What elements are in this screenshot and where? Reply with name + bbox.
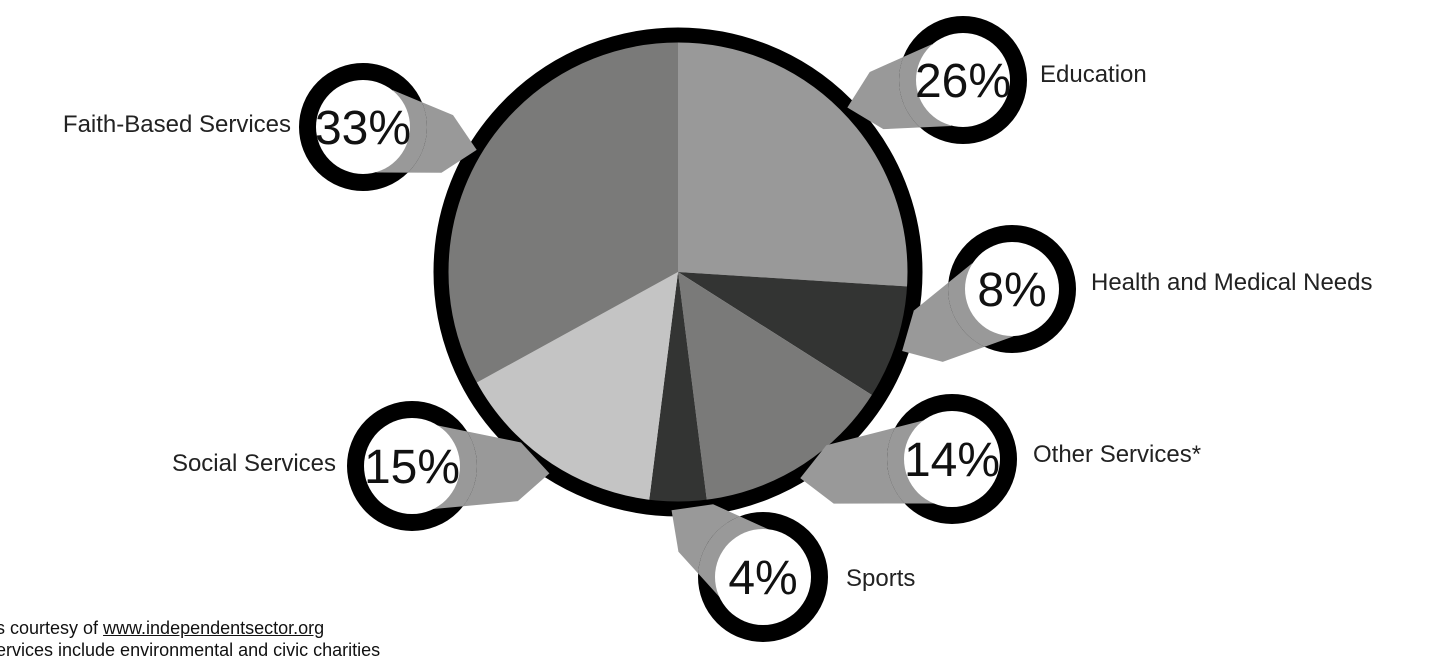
callout-pointer-overlay-other-services bbox=[887, 420, 936, 504]
category-label-faith-based-services: Faith-Based Services bbox=[63, 111, 291, 138]
value-label-other-services: 14% bbox=[904, 434, 1000, 487]
callouts: 26% Education 8% Health and Medical Needs 14… bbox=[63, 16, 1373, 642]
source-link[interactable]: www.independentsector.org bbox=[103, 618, 325, 638]
pie-slice-education bbox=[678, 35, 915, 287]
callout-badge-inner-faith-based-services bbox=[316, 80, 410, 174]
value-label-social-services: 15% bbox=[364, 441, 460, 494]
pie-outline bbox=[433, 27, 923, 517]
category-label-sports: Sports bbox=[846, 565, 915, 592]
value-label-sports: 4% bbox=[728, 552, 797, 605]
callout-pointer-overlay-social-services bbox=[432, 425, 477, 510]
callout-pointer-overlay-sports bbox=[698, 512, 770, 598]
category-label-education: Education bbox=[1040, 61, 1147, 88]
callout-badge-inner-social-services bbox=[364, 418, 460, 514]
pie-slice-sports bbox=[648, 272, 708, 509]
source-prefix: s courtesy of bbox=[0, 618, 104, 638]
pie-slice-health-and-medical-needs bbox=[678, 272, 915, 399]
value-label-health-and-medical-needs: 8% bbox=[977, 264, 1046, 317]
category-label-other-services: Other Services* bbox=[1033, 441, 1201, 468]
callout-badge-inner-sports bbox=[715, 529, 811, 625]
pie-slices bbox=[441, 35, 915, 509]
other-services-footnote: ervices include environmental and civic … bbox=[0, 640, 381, 660]
callout-badge-inner-health-and-medical-needs bbox=[965, 242, 1059, 336]
category-label-social-services: Social Services bbox=[172, 450, 336, 477]
source-footnote: s courtesy of www.independentsector.org bbox=[0, 618, 324, 639]
callout-badge-inner-other-services bbox=[904, 411, 1000, 507]
category-label-health-and-medical-needs: Health and Medical Needs bbox=[1091, 269, 1373, 296]
value-label-education: 26% bbox=[915, 55, 1011, 108]
value-label-faith-based-services: 33% bbox=[315, 102, 411, 155]
callout-badge-inner-education bbox=[916, 33, 1010, 127]
